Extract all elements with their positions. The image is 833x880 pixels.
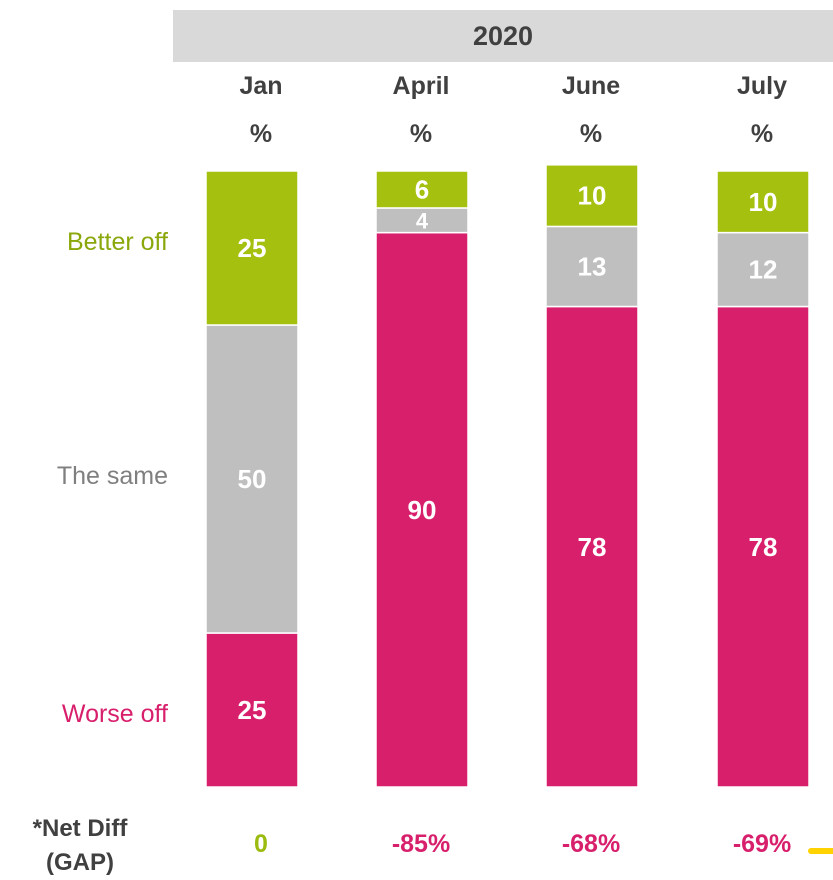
data-label-the-same-june: 13 [578, 251, 607, 281]
column-month-june: June [561, 72, 621, 100]
column-unit-july: % [750, 120, 774, 148]
net-diff-title-line1: *Net Diff [32, 815, 128, 842]
column-month-april: April [392, 72, 450, 100]
column-unit-april: % [409, 120, 433, 148]
column-unit-june: % [579, 120, 603, 148]
bar-the-same-june [545, 225, 639, 308]
bar-better-off-july [716, 170, 810, 234]
year-banner: 2020 [173, 10, 833, 62]
row-label-better-off: Better off [67, 228, 168, 256]
continuation-marker [808, 848, 833, 854]
bar-the-same-april [375, 207, 469, 234]
data-label-better-off-july: 10 [749, 187, 778, 217]
bar-the-same-july [716, 231, 810, 308]
bar-worse-off-june [545, 305, 639, 788]
data-label-better-off-june: 10 [578, 181, 607, 211]
bar-worse-off-july [716, 305, 810, 788]
bar-better-off-april [375, 170, 469, 209]
column-month-july: July [736, 72, 788, 100]
data-label-worse-off-june: 78 [578, 532, 607, 562]
bar-better-off-jan [205, 170, 299, 326]
column-unit-jan: % [249, 120, 273, 148]
data-label-the-same-april: 4 [416, 208, 429, 233]
data-label-the-same-july: 12 [749, 255, 778, 285]
bar-worse-off-jan [205, 632, 299, 788]
data-label-better-off-april: 6 [415, 174, 429, 204]
net-diff-june: -68% [561, 830, 621, 858]
row-label-worse-off: Worse off [61, 700, 168, 728]
data-label-worse-off-july: 78 [749, 532, 778, 562]
column-month-jan: Jan [239, 72, 283, 100]
data-label-worse-off-april: 90 [408, 495, 437, 525]
data-label-worse-off-jan: 25 [238, 695, 267, 725]
net-diff-title-line2: (GAP) [46, 849, 114, 876]
data-label-better-off-jan: 25 [238, 233, 267, 263]
bar-the-same-jan [205, 324, 299, 634]
net-diff-title: *Net Diff (GAP) [10, 812, 150, 880]
row-label-the-same: The same [56, 462, 168, 490]
net-diff-july: -69% [732, 830, 792, 858]
bar-better-off-june [545, 164, 639, 228]
net-diff-jan: 0 [254, 830, 268, 858]
data-label-the-same-jan: 50 [238, 464, 267, 494]
net-diff-april: -85% [391, 830, 451, 858]
